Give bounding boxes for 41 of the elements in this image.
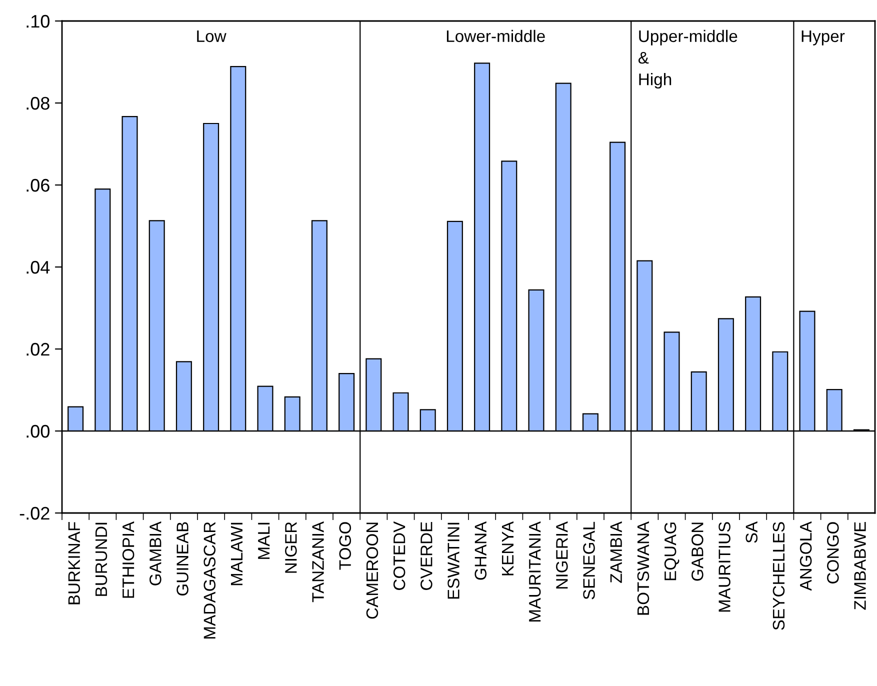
y-tick-label: .10 <box>26 14 50 28</box>
x-tick-label: EQUAG <box>664 522 680 580</box>
x-tick-label: TOGO <box>339 522 352 570</box>
x-tick-label: MAURITANIA <box>529 521 541 622</box>
y-tick-label: .06 <box>26 178 50 192</box>
y-tick-label: .08 <box>26 96 50 110</box>
y-tick-label: -.02 <box>20 506 50 520</box>
x-tick-label: CAMEROON <box>366 522 378 619</box>
x-tick-label: KENYA <box>502 521 514 576</box>
annotation: Low <box>197 30 226 42</box>
y-tick-label: .00 <box>26 424 50 438</box>
x-tick-label: NIGER <box>285 522 297 573</box>
x-tick-label: NIGERIA <box>556 521 568 588</box>
x-tick-label: ANGOLA <box>800 521 812 591</box>
x-tick-label: ETHIOPIA <box>122 521 134 598</box>
x-tick-label: BURUNDI <box>95 522 108 596</box>
x-tick-label: GABON <box>692 522 704 581</box>
x-tick-label: MADAGASCAR <box>204 522 216 639</box>
annotation: Upper-middle & High <box>638 30 738 89</box>
x-tick-label: CVERDE <box>420 522 432 590</box>
x-tick-label: SENEGAL <box>583 522 595 600</box>
x-tick-label: SEYCHELLES <box>772 522 785 630</box>
x-tick-label: MALAWI <box>230 522 242 586</box>
x-tick-label: COTEDV <box>393 521 406 590</box>
x-tick-label: BURKINAF <box>68 522 80 604</box>
annotation: Lower-middle <box>446 30 545 42</box>
x-tick-label: CONGO <box>827 522 839 584</box>
x-tick-label: GAMBIA <box>150 521 162 586</box>
y-tick-label: .04 <box>26 260 50 274</box>
x-tick-label: MALI <box>258 522 270 559</box>
x-tick-label: ZIMBABWE <box>854 522 866 610</box>
x-tick-label: ESWATINI <box>448 522 460 599</box>
x-tick-label: GUINEAB <box>176 522 188 596</box>
x-tick-label: ZAMBIA <box>610 521 622 583</box>
x-tick-label: TANZANIA <box>312 521 324 602</box>
x-tick-label: SA <box>746 521 758 543</box>
annotation: Hyper <box>802 30 845 46</box>
x-tick-label: MAURITIUS <box>718 522 730 612</box>
x-tick-label: BOTSWANA <box>637 521 650 615</box>
y-tick-label: .02 <box>26 342 50 356</box>
x-tick-label: GHANA <box>474 521 487 580</box>
